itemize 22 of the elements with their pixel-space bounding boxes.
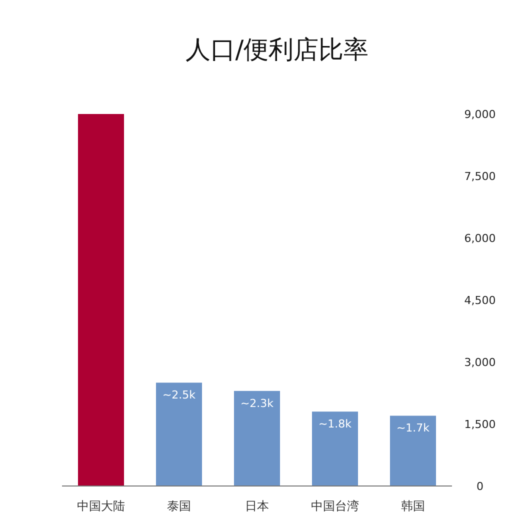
x-tick-label: 中国台湾 — [311, 499, 359, 514]
data-label: ~1.7k — [396, 422, 430, 435]
y-tick-label: 7,500 — [464, 170, 496, 183]
x-tick-label: 韩国 — [401, 499, 425, 514]
bar — [312, 412, 358, 486]
y-tick-label: 0 — [476, 480, 484, 493]
x-tick-label: 泰国 — [167, 499, 191, 514]
data-label: ~2.5k — [162, 388, 196, 402]
y-tick-label: 9,000 — [464, 108, 496, 121]
y-tick-label: 3,000 — [464, 356, 496, 369]
data-label: ~2.3k — [240, 396, 274, 410]
y-tick-label: 1,500 — [464, 418, 496, 431]
data-label: ~1.8k — [318, 418, 352, 431]
x-tick-label: 日本 — [245, 499, 269, 514]
bar — [390, 416, 436, 486]
bar — [234, 390, 280, 486]
bar — [78, 114, 124, 486]
y-tick-label: 4,500 — [464, 294, 496, 307]
bar — [156, 382, 202, 486]
chart-title: 人口/便利店比率 — [185, 35, 369, 64]
y-tick-label: 6,000 — [464, 232, 496, 245]
x-tick-label: 中国大陆 — [77, 499, 125, 514]
